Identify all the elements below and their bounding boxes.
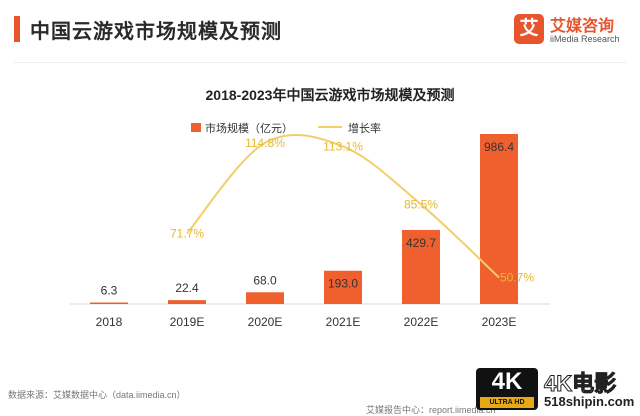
x-tick-2019E: 2019E (170, 315, 205, 329)
legend-label-line: 增长率 (348, 121, 381, 135)
rate-label-2021E: 113.1% (323, 139, 363, 153)
rate-label-2019E: 71.7% (170, 226, 204, 240)
bar-label-2018: 6.3 (101, 284, 118, 298)
title-accent-bar (14, 16, 20, 42)
bar-label-2019E: 22.4 (175, 281, 199, 295)
watermark-badge-sub: ULTRA HD (480, 397, 534, 408)
bar-2019E (168, 300, 206, 304)
bar-2021E (324, 270, 362, 304)
bar-label-2022E: 429.7 (406, 236, 436, 250)
page-header: 中国云游戏市场规模及预测 艾 艾媒咨询 iiMedia Research (0, 0, 640, 62)
x-ticks-group: 2018 2019E 2020E 2021E 2022E 2023E (96, 315, 517, 329)
page-title: 中国云游戏市场规模及预测 (30, 21, 282, 43)
legend-label-bar: 市场规模（亿元） (205, 121, 293, 135)
rate-label-2020E: 114.8% (245, 136, 285, 150)
x-tick-2021E: 2021E (326, 315, 361, 329)
header-divider (14, 62, 626, 63)
x-tick-2020E: 2020E (248, 315, 283, 329)
bar-2023E (480, 134, 518, 304)
bar-labels-group: 6.3 22.4 68.0 193.0 429.7 986.4 (101, 140, 515, 298)
chart-legend: 市场规模（亿元） 增长率 (191, 121, 381, 135)
bar-label-2023E: 986.4 (484, 140, 514, 154)
report-center-note: 艾媒报告中心：report.iimedia.cn (366, 405, 496, 415)
bar-2020E (246, 292, 284, 304)
rate-label-2022E: 85.5% (404, 197, 438, 211)
bar-2018 (90, 302, 128, 304)
rate-labels-group: 71.7% 114.8% 113.1% 85.5% 50.7% (170, 136, 534, 285)
rate-label-2023E: 50.7% (500, 271, 534, 285)
data-source-note: 数据来源：艾媒数据中心（data.iimedia.cn） (8, 390, 186, 400)
growth-rate-line (186, 133, 500, 279)
x-tick-2023E: 2023E (482, 315, 517, 329)
chart-title: 2018-2023年中国云游戏市场规模及预测 (206, 87, 455, 103)
logo-english-name: iiMedia Research (550, 34, 620, 44)
watermark-badge: 4K ULTRA HD (476, 368, 538, 410)
bar-2022E (402, 229, 440, 304)
bar-label-2021E: 193.0 (328, 277, 358, 291)
logo-mark-icon: 艾 (514, 14, 544, 44)
logo-name: 艾媒咨询 (550, 18, 615, 35)
watermark: 4K ULTRA HD 4K电影 518shipin.com (476, 366, 636, 412)
x-tick-2022E: 2022E (404, 315, 439, 329)
iimedia-logo: 艾 艾媒咨询 iiMedia Research (514, 10, 632, 54)
watermark-url: 518shipin.com (544, 394, 635, 409)
watermark-badge-text: 4K (491, 368, 523, 395)
x-tick-2018: 2018 (96, 315, 123, 329)
watermark-name: 4K电影 (543, 371, 617, 397)
bar-label-2020E: 68.0 (253, 273, 277, 287)
legend-swatch-bar (191, 123, 201, 132)
bars-group (90, 134, 518, 304)
